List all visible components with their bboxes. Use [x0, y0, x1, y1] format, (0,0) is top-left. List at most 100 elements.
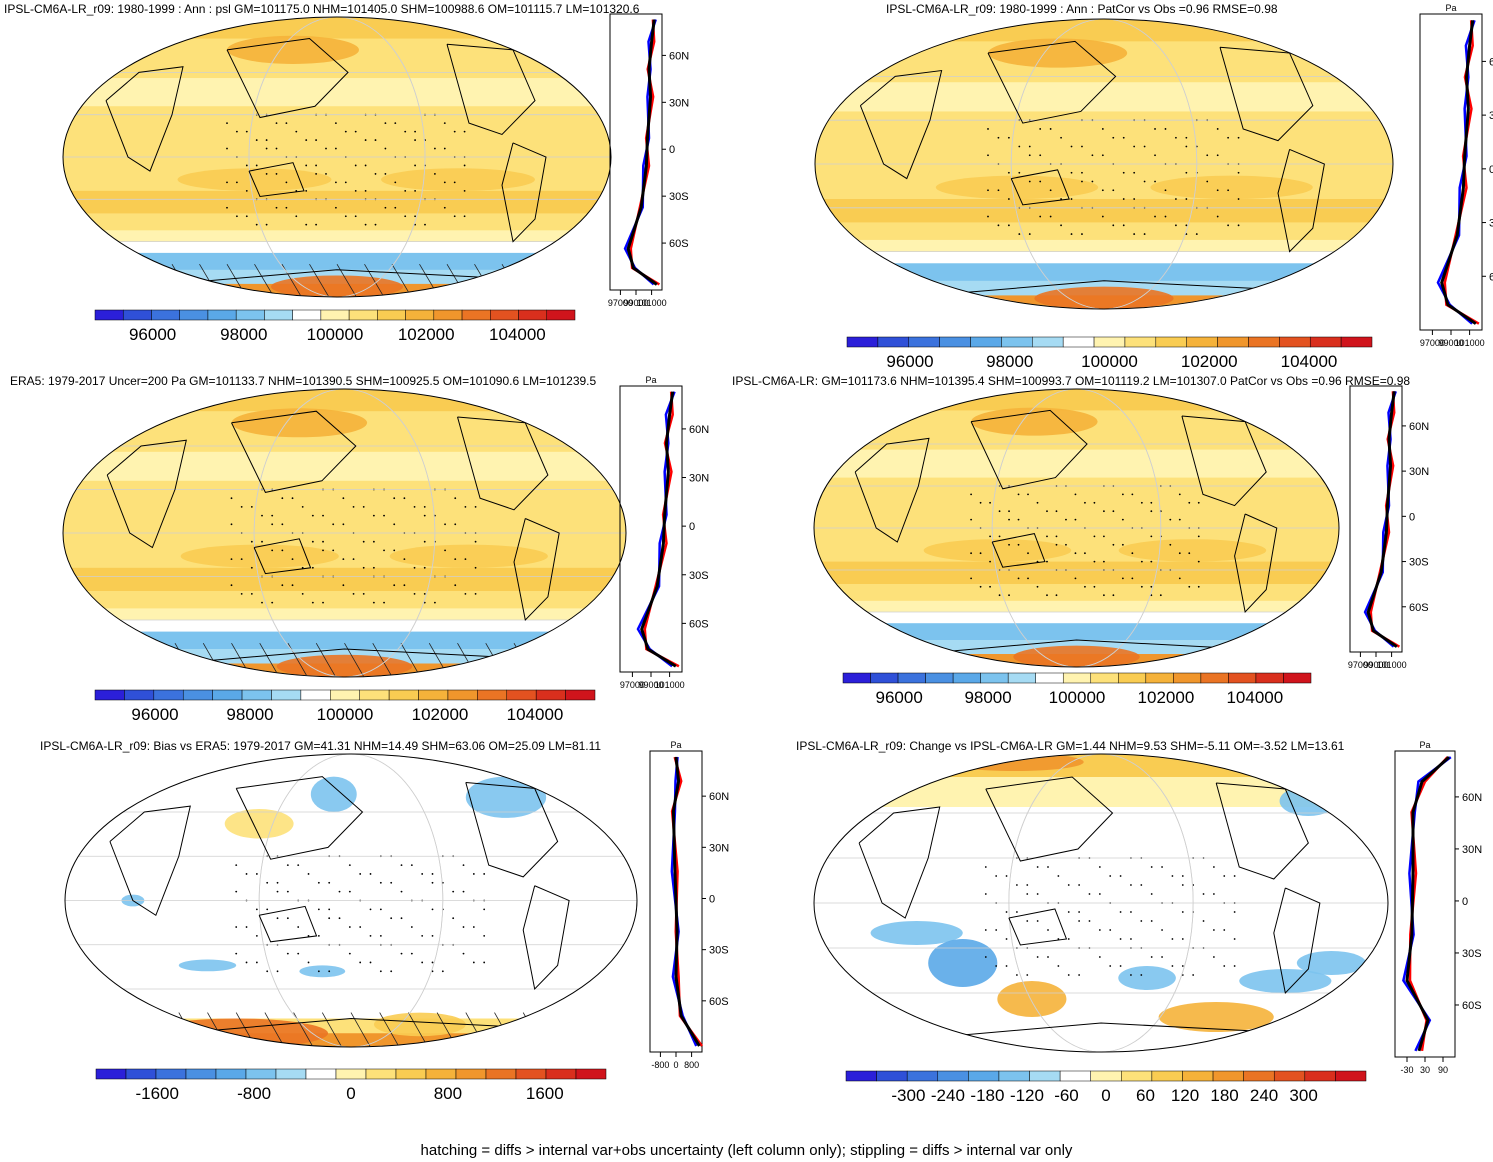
stipple-dot — [1150, 510, 1153, 513]
world-map[interactable] — [814, 18, 1394, 310]
colorbar-swatch — [151, 309, 180, 321]
profile-frame — [1349, 385, 1403, 653]
stipple-dot — [1227, 136, 1230, 139]
stipple-dot — [1078, 884, 1081, 886]
stipple-dot — [1140, 974, 1143, 976]
stipple-dot — [383, 514, 385, 517]
stipple-dot — [1039, 154, 1042, 157]
field-band — [63, 527, 626, 569]
mean-profile-line — [626, 19, 658, 286]
stippling — [984, 857, 1236, 976]
stipple-dot — [393, 497, 396, 500]
colorbar-swatch — [1121, 1070, 1153, 1082]
stipple-dot — [1130, 884, 1132, 886]
stipple-dot — [276, 970, 279, 973]
stipple-dot — [984, 893, 987, 895]
stipple-dot — [1140, 920, 1143, 922]
stipple-dot — [423, 601, 426, 604]
stipple-dot — [1081, 233, 1083, 235]
stipple-dot — [325, 147, 327, 150]
colorbar-swatch — [1248, 336, 1280, 348]
continent-outline — [235, 776, 364, 860]
map-border — [62, 388, 627, 678]
stipple-dot — [1133, 233, 1136, 235]
lat-label: 30N — [669, 97, 689, 109]
colorbar-tick-label: 98000 — [986, 352, 1033, 371]
stipple-dot — [997, 136, 1000, 139]
stipple-dot — [348, 890, 351, 893]
stipple-dot — [1026, 884, 1029, 886]
stipple-dot — [1233, 938, 1236, 940]
meridian-line — [253, 389, 436, 677]
field-band — [63, 230, 611, 243]
colorbar-swatch — [461, 309, 491, 321]
stipple-dot — [1036, 501, 1039, 504]
field-anomaly — [381, 168, 535, 191]
stipple-dot — [1212, 929, 1215, 931]
lat-label: 60S — [709, 996, 729, 1008]
value-tick-label: 99000 — [1363, 660, 1388, 670]
stipple-dot — [1175, 224, 1177, 227]
world-map[interactable] — [813, 753, 1389, 1053]
stipple-dot — [230, 497, 233, 500]
stipple-dot — [276, 881, 279, 884]
continent-outline — [991, 533, 1046, 568]
stipple-dot — [1007, 224, 1010, 227]
stipple-dot — [984, 929, 987, 931]
stipple-dot — [379, 881, 382, 884]
stipple-dot — [1057, 875, 1060, 877]
stipple-dot — [271, 549, 274, 552]
stipple-dot — [987, 189, 989, 192]
stipple-dot — [286, 864, 289, 866]
stipple-dot — [1121, 543, 1124, 546]
coastlines — [858, 776, 1321, 1039]
lat-label: 30S — [689, 570, 709, 582]
profile-units-label: Pa — [645, 375, 656, 385]
stipple-dot — [394, 181, 397, 184]
stipple-dot — [311, 514, 314, 517]
colorbar-swatch — [897, 672, 926, 684]
graticule — [814, 754, 1388, 1052]
world-map[interactable] — [62, 388, 627, 678]
field-anomaly — [935, 175, 1099, 200]
stipple-dot — [1109, 875, 1112, 877]
continent-outline — [106, 439, 187, 549]
obs-profile-line — [1402, 756, 1452, 1052]
stipple-dot — [1078, 920, 1081, 922]
stipple-dot — [1161, 929, 1163, 931]
colorbar-tick-label: 102000 — [412, 705, 469, 724]
stipple-dot — [1049, 215, 1052, 218]
field-band — [63, 190, 611, 215]
stipple-dot — [410, 952, 413, 955]
stipple-dot — [1133, 198, 1136, 200]
stipple-dot — [1122, 136, 1125, 139]
stipple-dot — [410, 926, 413, 928]
world-map[interactable] — [64, 753, 638, 1048]
stipple-dot — [276, 890, 279, 893]
lat-label: 60S — [1489, 271, 1493, 283]
lat-label: 30S — [669, 191, 689, 203]
stipple-dot — [1055, 510, 1058, 513]
colorbar-swatch — [305, 1068, 337, 1080]
stipple-dot — [226, 181, 228, 184]
stipple-dot — [307, 935, 310, 937]
field-anomaly — [299, 965, 346, 978]
stipple-dot — [1150, 920, 1153, 922]
colorbar-swatch — [545, 1068, 577, 1080]
field-anomaly — [465, 776, 547, 818]
stipple-dot — [255, 935, 258, 937]
world-map[interactable] — [813, 388, 1340, 668]
world-map[interactable] — [62, 16, 612, 298]
field-anomaly — [177, 168, 332, 191]
stipple-dot — [1018, 233, 1021, 235]
colorbar-swatch — [1062, 672, 1092, 684]
colorbar-swatch — [845, 1070, 877, 1082]
colorbar-tick-label: 100000 — [317, 705, 374, 724]
stipple-dot — [462, 926, 465, 928]
mean-profile-line — [1405, 756, 1451, 1052]
stipple-dot — [240, 593, 243, 595]
stipple-dot — [472, 961, 475, 964]
panel-title: ERA5: 1979-2017 Uncer=200 Pa GM=101133.7… — [10, 374, 597, 388]
colorbar-swatch — [939, 336, 971, 348]
